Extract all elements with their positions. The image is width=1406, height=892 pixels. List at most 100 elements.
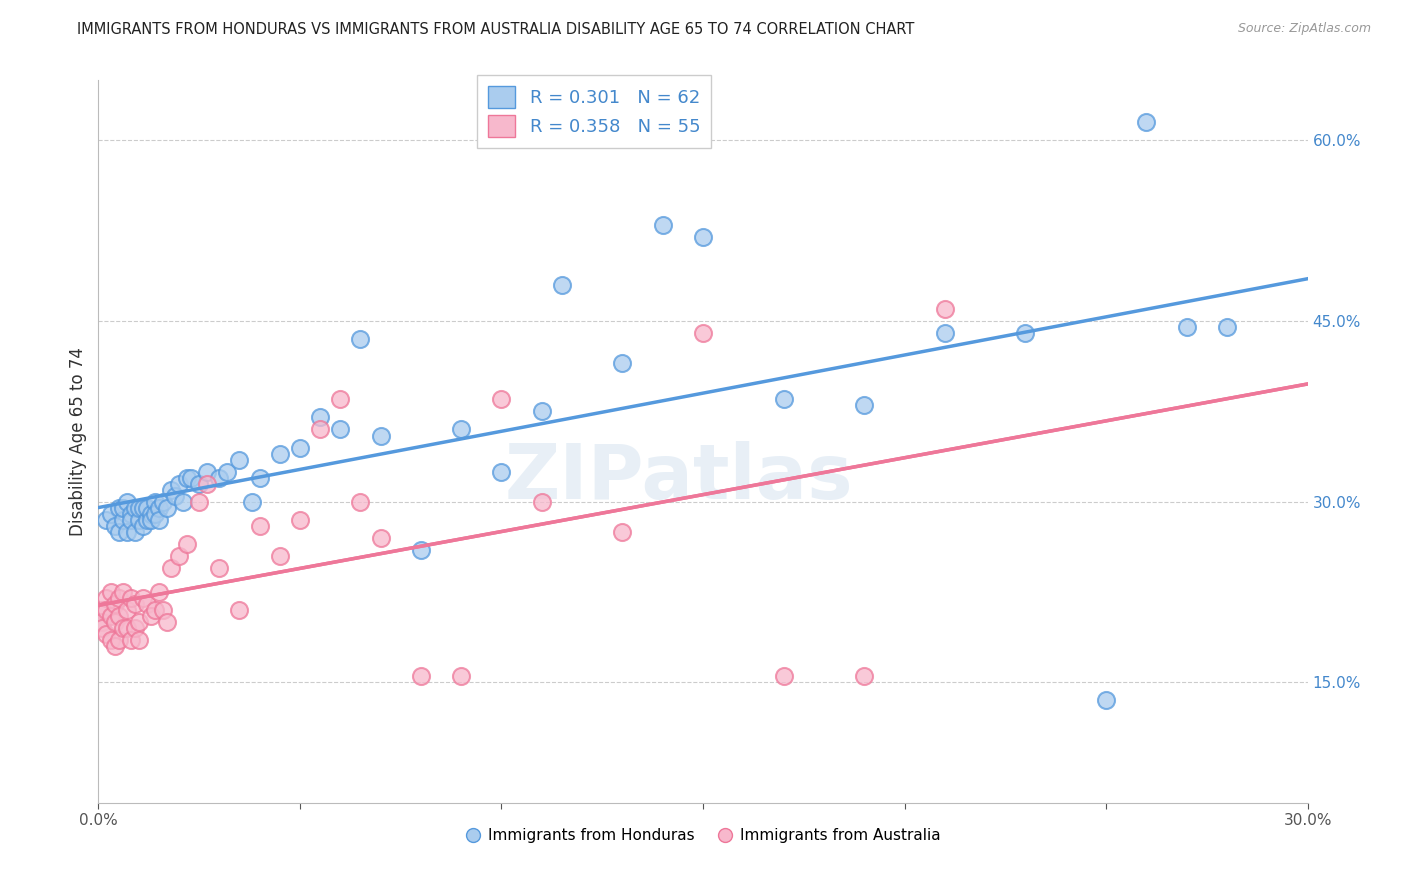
- Point: [115, 524, 138, 539]
- Point: [167, 476, 190, 491]
- Point: [91, 621, 114, 635]
- Point: [100, 585, 122, 599]
- Point: [103, 639, 125, 653]
- Point: [288, 513, 311, 527]
- Point: [491, 392, 513, 407]
- Point: [1216, 320, 1239, 334]
- Point: [135, 513, 157, 527]
- Point: [853, 398, 876, 412]
- Point: [176, 537, 198, 551]
- Y-axis label: Disability Age 65 to 74: Disability Age 65 to 74: [69, 347, 87, 536]
- Point: [103, 518, 125, 533]
- Point: [120, 513, 142, 527]
- Point: [103, 615, 125, 630]
- Point: [148, 513, 170, 527]
- Point: [269, 446, 291, 460]
- Point: [530, 404, 553, 418]
- Point: [128, 513, 150, 527]
- Point: [530, 494, 553, 508]
- Point: [934, 326, 956, 340]
- Point: [111, 513, 134, 527]
- Point: [96, 627, 118, 641]
- Point: [176, 470, 198, 484]
- Point: [612, 356, 634, 370]
- Point: [139, 507, 162, 521]
- Point: [180, 470, 202, 484]
- Text: Source: ZipAtlas.com: Source: ZipAtlas.com: [1237, 22, 1371, 36]
- Point: [228, 452, 250, 467]
- Point: [139, 513, 162, 527]
- Point: [152, 603, 174, 617]
- Point: [107, 500, 129, 515]
- Point: [135, 500, 157, 515]
- Point: [132, 500, 155, 515]
- Point: [269, 549, 291, 563]
- Point: [139, 609, 162, 624]
- Point: [115, 494, 138, 508]
- Point: [124, 500, 146, 515]
- Point: [228, 603, 250, 617]
- Point: [195, 476, 218, 491]
- Point: [111, 500, 134, 515]
- Point: [156, 615, 179, 630]
- Point: [91, 603, 114, 617]
- Point: [172, 494, 194, 508]
- Point: [551, 277, 574, 292]
- Point: [370, 428, 392, 442]
- Point: [692, 326, 714, 340]
- Point: [103, 597, 125, 611]
- Point: [160, 561, 183, 575]
- Point: [96, 513, 118, 527]
- Point: [100, 507, 122, 521]
- Point: [349, 332, 371, 346]
- Point: [148, 500, 170, 515]
- Point: [450, 423, 472, 437]
- Point: [148, 585, 170, 599]
- Point: [450, 669, 472, 683]
- Point: [152, 494, 174, 508]
- Point: [329, 423, 352, 437]
- Point: [143, 494, 166, 508]
- Point: [124, 597, 146, 611]
- Point: [120, 507, 142, 521]
- Point: [1014, 326, 1036, 340]
- Point: [217, 465, 239, 479]
- Point: [120, 591, 142, 606]
- Point: [491, 465, 513, 479]
- Point: [329, 392, 352, 407]
- Point: [249, 470, 271, 484]
- Point: [163, 489, 186, 503]
- Point: [772, 669, 794, 683]
- Point: [100, 633, 122, 648]
- Point: [934, 301, 956, 316]
- Point: [349, 494, 371, 508]
- Point: [132, 518, 155, 533]
- Point: [124, 621, 146, 635]
- Point: [651, 218, 673, 232]
- Point: [249, 518, 271, 533]
- Point: [309, 410, 332, 425]
- Point: [188, 476, 211, 491]
- Point: [107, 633, 129, 648]
- Point: [91, 615, 114, 630]
- Point: [288, 441, 311, 455]
- Point: [96, 591, 118, 606]
- Text: IMMIGRANTS FROM HONDURAS VS IMMIGRANTS FROM AUSTRALIA DISABILITY AGE 65 TO 74 CO: IMMIGRANTS FROM HONDURAS VS IMMIGRANTS F…: [77, 22, 915, 37]
- Point: [692, 229, 714, 244]
- Point: [111, 621, 134, 635]
- Point: [107, 591, 129, 606]
- Point: [107, 524, 129, 539]
- Point: [612, 524, 634, 539]
- Point: [772, 392, 794, 407]
- Point: [167, 549, 190, 563]
- Point: [1135, 115, 1157, 129]
- Point: [128, 500, 150, 515]
- Point: [143, 603, 166, 617]
- Point: [370, 531, 392, 545]
- Point: [135, 597, 157, 611]
- Point: [120, 633, 142, 648]
- Point: [409, 542, 432, 557]
- Point: [188, 494, 211, 508]
- Point: [156, 500, 179, 515]
- Point: [100, 609, 122, 624]
